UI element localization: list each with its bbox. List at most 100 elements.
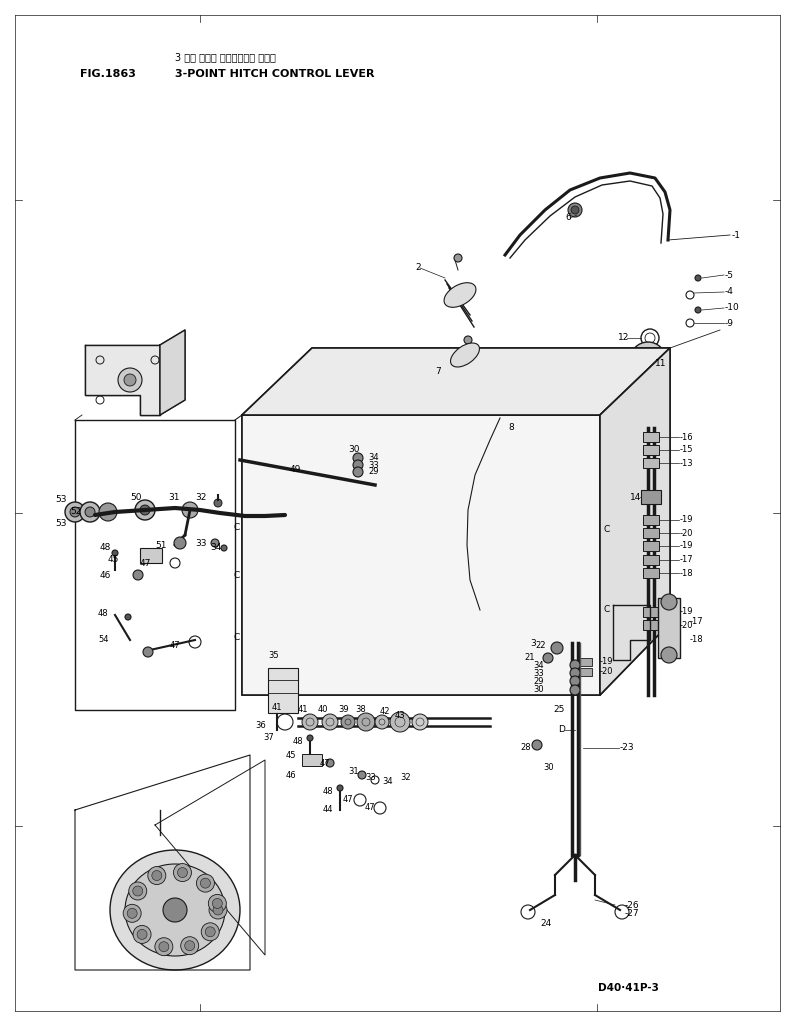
Circle shape bbox=[695, 275, 701, 281]
Circle shape bbox=[568, 203, 582, 218]
Text: 35: 35 bbox=[268, 650, 278, 660]
Text: 43: 43 bbox=[395, 710, 405, 719]
Circle shape bbox=[137, 930, 147, 940]
Text: 22: 22 bbox=[535, 640, 545, 649]
Circle shape bbox=[630, 342, 666, 378]
Text: -4: -4 bbox=[725, 287, 734, 297]
Circle shape bbox=[322, 714, 338, 731]
Bar bbox=[643, 445, 659, 455]
Circle shape bbox=[412, 714, 428, 731]
Text: 49: 49 bbox=[290, 466, 301, 474]
Circle shape bbox=[571, 206, 579, 214]
Circle shape bbox=[661, 594, 677, 610]
Text: -15: -15 bbox=[680, 445, 693, 455]
Text: 3: 3 bbox=[530, 638, 536, 647]
Circle shape bbox=[163, 898, 187, 922]
Text: 48: 48 bbox=[323, 788, 334, 796]
Text: D: D bbox=[558, 725, 565, 735]
Text: 34: 34 bbox=[382, 778, 393, 787]
Circle shape bbox=[341, 715, 355, 729]
Text: -26: -26 bbox=[625, 901, 640, 909]
Bar bbox=[268, 668, 298, 713]
Text: 29: 29 bbox=[533, 676, 544, 685]
Text: -13: -13 bbox=[680, 459, 693, 468]
Text: -10: -10 bbox=[725, 304, 740, 313]
Circle shape bbox=[454, 254, 462, 262]
Ellipse shape bbox=[451, 343, 479, 367]
Text: -17: -17 bbox=[690, 618, 704, 627]
Circle shape bbox=[127, 908, 138, 918]
Text: 37: 37 bbox=[263, 734, 273, 743]
Text: 29: 29 bbox=[368, 468, 378, 476]
Text: 11: 11 bbox=[655, 358, 666, 367]
Polygon shape bbox=[160, 330, 185, 415]
Circle shape bbox=[353, 453, 363, 463]
Circle shape bbox=[353, 467, 363, 477]
Text: -19: -19 bbox=[680, 607, 693, 617]
Circle shape bbox=[196, 874, 215, 893]
Text: 51: 51 bbox=[155, 541, 166, 550]
Circle shape bbox=[211, 539, 219, 547]
Circle shape bbox=[661, 647, 677, 663]
Text: 39: 39 bbox=[338, 706, 349, 714]
Circle shape bbox=[208, 895, 227, 912]
Text: 52: 52 bbox=[70, 508, 81, 516]
Text: 47: 47 bbox=[320, 758, 331, 767]
Polygon shape bbox=[242, 415, 600, 695]
Text: 12: 12 bbox=[618, 333, 630, 343]
Ellipse shape bbox=[444, 283, 476, 308]
Text: C: C bbox=[603, 605, 609, 615]
Text: 32: 32 bbox=[400, 774, 411, 783]
Ellipse shape bbox=[110, 850, 240, 970]
Circle shape bbox=[118, 368, 142, 392]
Text: 28: 28 bbox=[520, 744, 530, 752]
Bar bbox=[140, 548, 162, 563]
Circle shape bbox=[214, 499, 222, 507]
Text: 14: 14 bbox=[630, 492, 642, 502]
Bar bbox=[580, 668, 592, 676]
Circle shape bbox=[124, 374, 136, 386]
Circle shape bbox=[695, 307, 701, 313]
Circle shape bbox=[200, 878, 211, 889]
Circle shape bbox=[148, 867, 166, 884]
Circle shape bbox=[201, 922, 219, 941]
Text: 40: 40 bbox=[318, 706, 328, 714]
Text: 34: 34 bbox=[368, 453, 378, 463]
Circle shape bbox=[212, 899, 223, 908]
Text: 2: 2 bbox=[415, 264, 421, 273]
Text: 33: 33 bbox=[533, 669, 544, 677]
Circle shape bbox=[326, 759, 334, 767]
Circle shape bbox=[177, 868, 188, 877]
Bar bbox=[643, 541, 659, 551]
Text: 30: 30 bbox=[348, 445, 359, 455]
Circle shape bbox=[464, 336, 472, 344]
Text: 31: 31 bbox=[348, 767, 359, 777]
Circle shape bbox=[302, 714, 318, 731]
Polygon shape bbox=[242, 348, 670, 415]
Circle shape bbox=[636, 348, 660, 372]
Text: 3-POINT HITCH CONTROL LEVER: 3-POINT HITCH CONTROL LEVER bbox=[175, 69, 374, 79]
Text: -9: -9 bbox=[725, 318, 734, 327]
Circle shape bbox=[155, 938, 173, 955]
Text: 24: 24 bbox=[540, 918, 551, 928]
Ellipse shape bbox=[125, 864, 225, 956]
Text: 21: 21 bbox=[524, 654, 534, 663]
Text: -16: -16 bbox=[680, 433, 693, 441]
Polygon shape bbox=[600, 348, 670, 695]
Circle shape bbox=[551, 642, 563, 654]
Bar bbox=[643, 607, 659, 617]
Text: -20: -20 bbox=[680, 621, 693, 630]
Bar bbox=[643, 432, 659, 442]
Bar bbox=[643, 458, 659, 468]
Text: -19: -19 bbox=[680, 542, 693, 551]
Text: -19: -19 bbox=[680, 515, 693, 524]
Text: 48: 48 bbox=[293, 738, 304, 747]
Circle shape bbox=[133, 925, 151, 944]
Text: 32: 32 bbox=[195, 494, 207, 503]
Circle shape bbox=[213, 905, 223, 915]
Text: 47: 47 bbox=[170, 640, 180, 649]
Circle shape bbox=[99, 503, 117, 521]
Circle shape bbox=[375, 715, 389, 729]
Text: 48: 48 bbox=[100, 544, 111, 552]
Circle shape bbox=[532, 740, 542, 750]
